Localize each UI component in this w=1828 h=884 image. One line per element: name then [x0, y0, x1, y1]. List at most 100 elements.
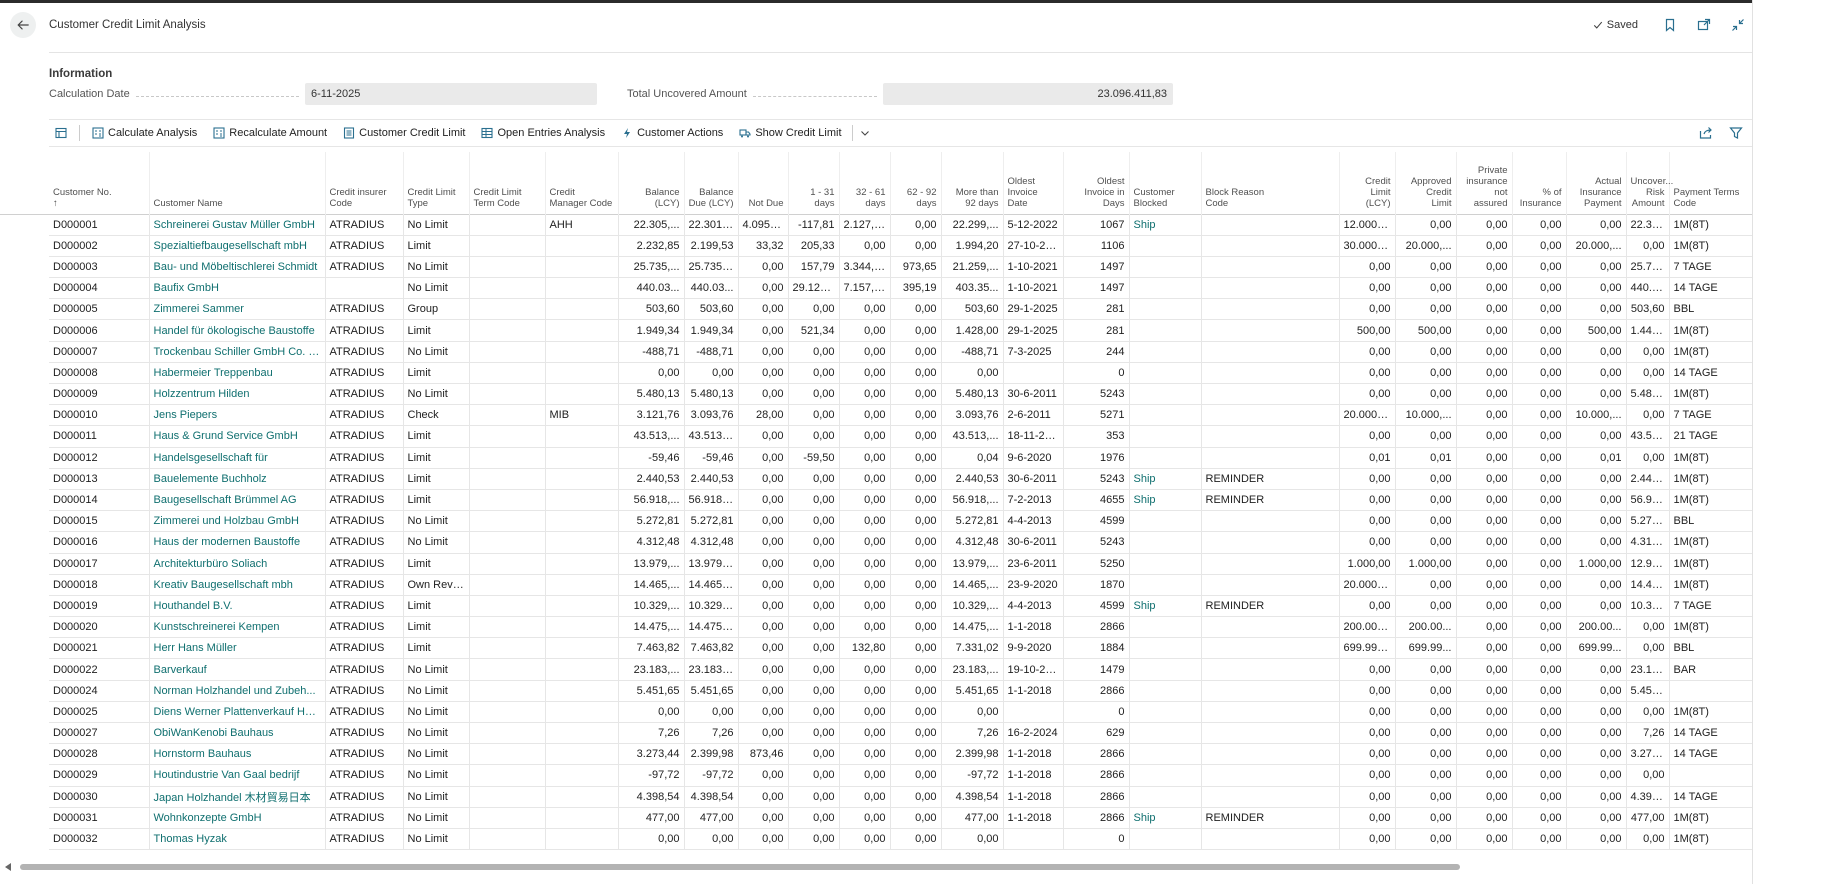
table-row[interactable]: D000012 Handelsgesellschaft für ATRADIUS Li… [0, 447, 1790, 469]
row-gutter[interactable] [0, 299, 49, 320]
row-gutter[interactable] [0, 659, 49, 680]
cell-customer-blocked[interactable] [1129, 425, 1202, 448]
cell-customer-name[interactable]: Handelsgesellschaft für [149, 447, 326, 469]
cell-customer-name[interactable]: Japan Holzhandel 木材貿易日本 [149, 786, 326, 808]
column-header-balance-lcy[interactable]: Balance (LCY) [618, 152, 685, 214]
table-row[interactable]: D000014 Baugesellschaft Brümmel AG ATRADIU… [0, 489, 1790, 512]
cell-customer-name[interactable]: Baugesellschaft Brümmel AG [149, 489, 326, 512]
scroll-left-icon[interactable] [4, 863, 12, 871]
row-gutter[interactable] [0, 680, 49, 701]
table-row[interactable]: D000029 Houtindustrie Van Gaal bedrijf ATR… [0, 764, 1790, 787]
table-row[interactable]: D000015 Zimmerei und Holzbau GmbH ATRADIUS… [0, 510, 1790, 533]
table-row[interactable]: D000011 Haus & Grund Service GmbH ATRADIUS… [0, 425, 1790, 448]
row-gutter[interactable] [0, 595, 49, 616]
cell-customer-blocked[interactable] [1129, 510, 1202, 533]
table-row[interactable]: D000007 Trockenbau Schiller GmbH Co. KG AT… [0, 341, 1790, 363]
row-gutter[interactable] [0, 256, 49, 277]
column-header-oldest-invoice-days[interactable]: Oldest Invoice in Days [1063, 152, 1130, 214]
table-row[interactable]: D000019 Houthandel B.V. ATRADIUS Limit 10.32… [0, 595, 1790, 618]
cell-customer-name[interactable]: Houtindustrie Van Gaal bedrijf [149, 764, 326, 787]
cell-customer-name[interactable]: Schreinerei Gustav Müller GmbH [149, 213, 326, 236]
row-gutter[interactable] [0, 489, 49, 510]
filter-button[interactable] [1728, 125, 1744, 141]
cell-customer-blocked[interactable] [1129, 319, 1202, 342]
column-header-credit-limit-lcy[interactable]: Credit Limit (LCY) [1339, 152, 1396, 214]
recalculate-amount-button[interactable]: Recalculate Amount [205, 120, 335, 146]
column-header-customer-no[interactable]: Customer No. ↑ [49, 152, 150, 214]
table-row[interactable]: D000005 Zimmerei Sammer ATRADIUS Group 503,6… [0, 298, 1790, 321]
cell-customer-blocked[interactable] [1129, 362, 1202, 385]
horizontal-scrollbar[interactable] [0, 860, 1800, 874]
toggle-view-button[interactable] [49, 120, 75, 146]
column-header-block-reason-code[interactable]: Block Reason Code [1201, 152, 1340, 214]
share-button[interactable] [1698, 125, 1714, 141]
cell-customer-name[interactable]: ObiWanKenobi Bauhaus [149, 722, 326, 745]
table-row[interactable]: D000008 Habermeier Treppenbau ATRADIUS Limi… [0, 362, 1790, 385]
row-gutter[interactable] [0, 278, 49, 299]
column-header-customer-name[interactable]: Customer Name [149, 152, 326, 214]
cell-customer-name[interactable]: Norman Holzhandel und Zubeh... [149, 680, 326, 702]
cell-customer-name[interactable]: Zimmerei und Holzbau GmbH [149, 510, 326, 533]
row-gutter[interactable] [0, 701, 49, 722]
row-gutter[interactable] [0, 744, 49, 765]
column-header-days-32-61[interactable]: 32 - 61 days [839, 152, 891, 214]
table-row[interactable]: D000003 Bau- und Möbeltischlerei Schmidt A… [0, 256, 1790, 279]
cell-customer-name[interactable]: Kreativ Baugesellschaft mbh [149, 574, 326, 596]
row-gutter[interactable] [0, 828, 49, 849]
open-new-window-button[interactable] [1696, 17, 1712, 33]
column-header-credit-insurer-code[interactable]: Credit insurer Code [325, 152, 404, 214]
table-row[interactable]: D000032 Thomas Hyzak ATRADIUS No Limit 0,00 0… [0, 828, 1790, 851]
customer-credit-limit-button[interactable]: Customer Credit Limit [335, 120, 473, 146]
row-gutter[interactable] [0, 341, 49, 362]
table-row[interactable]: D000009 Holzzentrum Hilden ATRADIUS No Limi… [0, 383, 1790, 406]
more-actions-button[interactable] [855, 120, 875, 146]
total-uncovered-amount-value[interactable]: 23.096.411,83 [883, 83, 1173, 105]
row-gutter[interactable] [0, 786, 49, 807]
column-header-balance-due-lcy[interactable]: Balance Due (LCY) [684, 152, 739, 214]
column-header-credit-manager-code[interactable]: Credit Manager Code [545, 152, 619, 214]
row-gutter[interactable] [0, 235, 49, 256]
cell-customer-blocked[interactable] [1129, 680, 1202, 702]
table-row[interactable]: D000013 Bauelemente Buchholz ATRADIUS Limit… [0, 468, 1790, 490]
table-row[interactable]: D000030 Japan Holzhandel 木材貿易日本 ATRADIUS No… [0, 786, 1790, 808]
column-header-credit-limit-type[interactable]: Credit Limit Type [403, 152, 470, 214]
table-row[interactable]: D000028 Hornstorm Bauhaus ATRADIUS No Limit… [0, 743, 1790, 766]
row-gutter[interactable] [0, 532, 49, 553]
cell-customer-blocked[interactable] [1129, 531, 1202, 554]
cell-customer-blocked[interactable] [1129, 277, 1202, 300]
cell-customer-blocked[interactable] [1129, 383, 1202, 406]
cell-customer-name[interactable]: Thomas Hyzak [149, 828, 326, 851]
table-row[interactable]: D000027 ObiWanKenobi Bauhaus ATRADIUS No Li… [0, 722, 1790, 745]
open-entries-analysis-button[interactable]: Open Entries Analysis [473, 120, 613, 146]
table-row[interactable]: D000020 Kunstschreinerei Kempen ATRADIUS Li… [0, 616, 1790, 639]
column-header-days-62-92[interactable]: 62 - 92 days [890, 152, 942, 214]
table-row[interactable]: D000010 Jens Piepers ATRADIUS Check MIB 3.121… [0, 404, 1790, 427]
cell-customer-blocked[interactable] [1129, 404, 1202, 427]
back-button[interactable] [10, 12, 36, 38]
column-header-percent-insurance[interactable]: % of Insurance [1512, 152, 1567, 214]
cell-customer-name[interactable]: Jens Piepers [149, 404, 326, 427]
cell-customer-blocked[interactable] [1129, 235, 1202, 257]
table-row[interactable]: D000016 Haus der modernen Baustoffe ATRADI… [0, 531, 1790, 554]
show-credit-limit-button[interactable]: Show Credit Limit [731, 120, 849, 146]
collapse-button[interactable] [1730, 17, 1746, 33]
column-header-private-insurance-not-assured[interactable]: Private insurance not assured [1456, 152, 1513, 214]
row-gutter[interactable] [0, 574, 49, 595]
cell-customer-name[interactable]: Barverkauf [149, 658, 326, 681]
column-header-actual-insurance-payment[interactable]: Actual Insurance Payment [1566, 152, 1627, 214]
row-gutter[interactable] [0, 213, 49, 236]
table-row[interactable]: D000002 Spezialtiefbaugesellschaft mbH ATR… [0, 235, 1790, 257]
column-header-more-than-92-days[interactable]: More than 92 days [941, 152, 1004, 214]
row-gutter[interactable] [0, 617, 49, 638]
row-gutter[interactable] [0, 723, 49, 744]
cell-customer-name[interactable]: Wohnkonzepte GmbH [149, 807, 326, 829]
cell-customer-blocked[interactable] [1129, 341, 1202, 363]
row-gutter[interactable] [0, 362, 49, 383]
cell-customer-blocked[interactable] [1129, 743, 1202, 766]
cell-customer-blocked[interactable]: Ship [1129, 595, 1202, 618]
cell-customer-name[interactable]: Haus & Grund Service GmbH [149, 425, 326, 448]
cell-customer-blocked[interactable] [1129, 786, 1202, 808]
table-row[interactable]: D000004 Baufix GmbH No Limit 440.03... 440.0… [0, 277, 1790, 300]
cell-customer-blocked[interactable]: Ship [1129, 213, 1202, 236]
cell-customer-name[interactable]: Trockenbau Schiller GmbH Co. KG [149, 341, 326, 363]
